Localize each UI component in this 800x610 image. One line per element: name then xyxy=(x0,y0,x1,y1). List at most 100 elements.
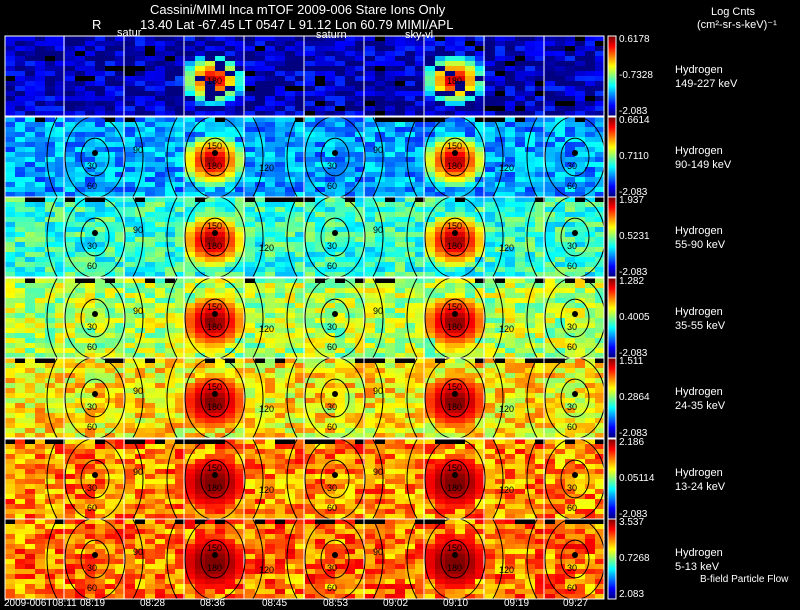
contour-label: 120 xyxy=(259,565,274,575)
contour-label: 30 xyxy=(327,483,337,493)
contour-label: 30 xyxy=(567,241,577,251)
energy-label: 149-227 keV xyxy=(675,78,737,91)
contour-label: 180 xyxy=(207,483,222,493)
contour-label: 180 xyxy=(207,76,222,86)
species-label: Hydrogen xyxy=(675,547,723,560)
contour-label: 90 xyxy=(133,467,143,477)
contour-label: 60 xyxy=(567,422,577,432)
colorbar-mid: 0.7268 xyxy=(619,553,650,565)
contour-label: 180 xyxy=(447,402,462,412)
contour-label: 90 xyxy=(133,306,143,316)
contour-label: 60 xyxy=(87,261,97,271)
contour-label: 90 xyxy=(373,547,383,557)
contour-label: 60 xyxy=(87,583,97,593)
contour-label: 90 xyxy=(373,225,383,235)
contour-label: 180 xyxy=(447,322,462,332)
colorbar-min: 2.083 xyxy=(619,589,644,601)
contour-label: 30 xyxy=(87,161,97,171)
contour-label: 30 xyxy=(87,563,97,573)
x-tick-label: 08:53 xyxy=(323,598,348,610)
species-label: Hydrogen xyxy=(675,306,723,319)
energy-label: 55-90 keV xyxy=(675,239,725,252)
contour-label: 120 xyxy=(259,163,274,173)
colorbar-max: 0.6614 xyxy=(619,115,650,127)
contour-label: 180 xyxy=(207,563,222,573)
colorbar-6 xyxy=(608,439,616,519)
contour-label: 180 xyxy=(447,483,462,493)
contour-label: 30 xyxy=(87,322,97,332)
contour-label: 180 xyxy=(207,402,222,412)
colorbar-1 xyxy=(608,36,616,116)
energy-label: 5-13 keV xyxy=(675,561,719,574)
contour-label: 150 xyxy=(447,302,462,312)
contour-label: 60 xyxy=(87,503,97,513)
colorbar-max: 1.937 xyxy=(619,195,644,207)
colorbar-4 xyxy=(608,278,616,358)
contour-label: 90 xyxy=(373,145,383,155)
contour-label: 120 xyxy=(499,404,514,414)
contour-label: 30 xyxy=(327,322,337,332)
colorbar-mid: 0.2864 xyxy=(619,392,650,404)
contour-label: 150 xyxy=(207,382,222,392)
contour-label: 180 xyxy=(447,563,462,573)
species-label: Hydrogen xyxy=(675,467,723,480)
energy-label: 13-24 keV xyxy=(675,481,725,494)
contour-label: 90 xyxy=(133,225,143,235)
contour-label: 30 xyxy=(87,241,97,251)
contour-label: 90 xyxy=(133,547,143,557)
x-tick-label: 08:36 xyxy=(200,598,225,610)
contour-label: 60 xyxy=(567,583,577,593)
contour-label: 90 xyxy=(133,145,143,155)
x-tick-label: 2009-006T08:11 xyxy=(4,598,77,610)
contour-label: 150 xyxy=(207,302,222,312)
contour-label: 60 xyxy=(327,342,337,352)
colorbar-mid: 0.7110 xyxy=(619,151,649,163)
x-tick-label: 08:45 xyxy=(262,598,287,610)
species-label: Hydrogen xyxy=(675,64,723,77)
contour-label: 120 xyxy=(259,243,274,253)
contour-label: 60 xyxy=(567,342,577,352)
footer-note: B-field Particle Flow xyxy=(700,574,788,586)
species-label: Hydrogen xyxy=(675,145,723,158)
contour-label: 60 xyxy=(567,503,577,513)
contour-label: 180 xyxy=(207,161,222,171)
contour-label: 120 xyxy=(499,485,514,495)
colorbar-5 xyxy=(608,358,616,438)
contour-label: 150 xyxy=(207,141,222,151)
contour-label: 150 xyxy=(447,141,462,151)
colorbar-mid: 0.05114 xyxy=(619,473,654,485)
contour-label: 60 xyxy=(567,181,577,191)
x-tick-label: 08:19 xyxy=(80,598,105,610)
contour-label: 180 xyxy=(447,161,462,171)
contour-label: 30 xyxy=(327,563,337,573)
x-tick-label: 09:02 xyxy=(383,598,408,610)
contour-label: 30 xyxy=(327,241,337,251)
contour-label: 150 xyxy=(207,221,222,231)
contour-label: 120 xyxy=(499,565,514,575)
contour-label: 120 xyxy=(259,404,274,414)
contour-label: 120 xyxy=(499,243,514,253)
colorbar-max: 3.537 xyxy=(619,517,644,529)
contour-label: 90 xyxy=(373,306,383,316)
contour-label: 30 xyxy=(567,161,577,171)
colorbar-mid: -0.7328 xyxy=(619,70,653,82)
contour-label: 120 xyxy=(499,324,514,334)
contour-label: 30 xyxy=(567,483,577,493)
contour-label: 30 xyxy=(87,483,97,493)
contour-label: 90 xyxy=(373,386,383,396)
contour-label: 150 xyxy=(447,221,462,231)
contour-label: 180 xyxy=(447,76,462,86)
species-label: Hydrogen xyxy=(675,386,723,399)
x-tick-label: 08:28 xyxy=(140,598,165,610)
contour-label: 120 xyxy=(499,163,514,173)
contour-label: 60 xyxy=(87,422,97,432)
contour-label: 150 xyxy=(207,463,222,473)
colorbar-7 xyxy=(608,519,616,599)
contour-label: 60 xyxy=(327,181,337,191)
energy-label: 24-35 keV xyxy=(675,400,725,413)
colorbar-max: 1.282 xyxy=(619,276,644,288)
contour-label: 30 xyxy=(87,402,97,412)
contour-label: 30 xyxy=(567,402,577,412)
contour-label: 60 xyxy=(87,181,97,191)
overlay-label-satur: satur xyxy=(117,27,141,39)
